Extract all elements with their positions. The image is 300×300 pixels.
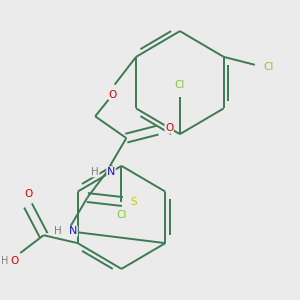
Text: O: O (10, 256, 19, 266)
Text: H: H (54, 226, 62, 236)
Text: H: H (1, 256, 8, 266)
Text: O: O (109, 89, 117, 100)
Text: Cl: Cl (116, 210, 127, 220)
Text: N: N (69, 226, 77, 236)
Text: H: H (91, 167, 99, 177)
Text: O: O (165, 123, 173, 133)
Text: N: N (107, 167, 115, 177)
Text: O: O (24, 189, 32, 199)
Text: Cl: Cl (263, 62, 274, 72)
Text: S: S (131, 196, 137, 206)
Text: Cl: Cl (175, 80, 185, 90)
